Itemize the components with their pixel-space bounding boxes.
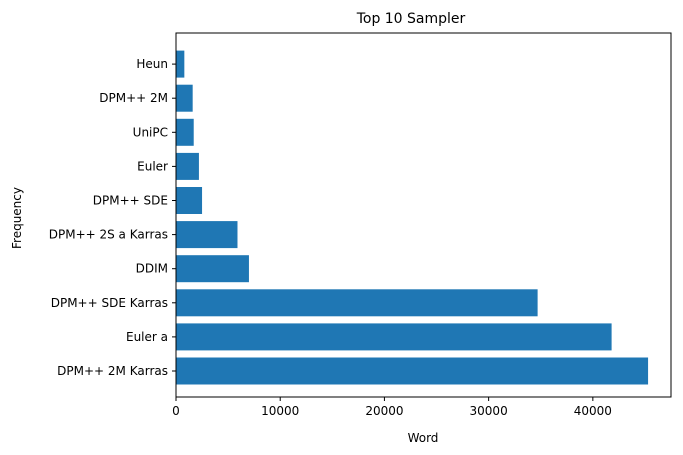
bar — [176, 255, 249, 283]
y-tick-label: DPM++ 2M Karras — [57, 364, 168, 378]
x-tick-label: 20000 — [365, 404, 403, 418]
x-tick-label: 10000 — [261, 404, 299, 418]
x-axis-label: Word — [408, 431, 439, 445]
plot-frame — [175, 32, 672, 398]
y-tick-label: DPM++ 2S a Karras — [49, 228, 168, 242]
x-axis-ticks: 0 10000 20000 30000 40000 — [172, 397, 612, 418]
y-axis-label: Frequency — [10, 187, 24, 249]
bar — [176, 221, 238, 249]
x-tick-label: 30000 — [470, 404, 508, 418]
bar — [176, 289, 538, 317]
y-tick-label: Euler a — [126, 330, 168, 344]
bar — [176, 118, 194, 146]
y-tick-label: DPM++ SDE Karras — [51, 296, 168, 310]
y-tick-label: DPM++ SDE — [93, 194, 168, 208]
chart-title: Top 10 Sampler — [356, 11, 466, 27]
x-tick-label: 0 — [172, 404, 180, 418]
bar — [176, 84, 193, 112]
y-axis-ticks: DPM++ 2M Karras Euler a DPM++ SDE Karras DD… — [49, 57, 176, 378]
bars-group — [176, 50, 649, 385]
y-tick-label: DPM++ 2M — [99, 91, 168, 105]
y-tick-label: Euler — [137, 159, 168, 173]
bar — [176, 323, 612, 351]
y-tick-label: Heun — [136, 57, 168, 71]
y-tick-label: DDIM — [136, 262, 168, 276]
x-tick-label: 40000 — [574, 404, 612, 418]
bar — [176, 357, 649, 385]
bar — [176, 50, 185, 78]
bar — [176, 187, 203, 214]
y-tick-label: UniPC — [133, 125, 168, 139]
bar — [176, 152, 199, 180]
